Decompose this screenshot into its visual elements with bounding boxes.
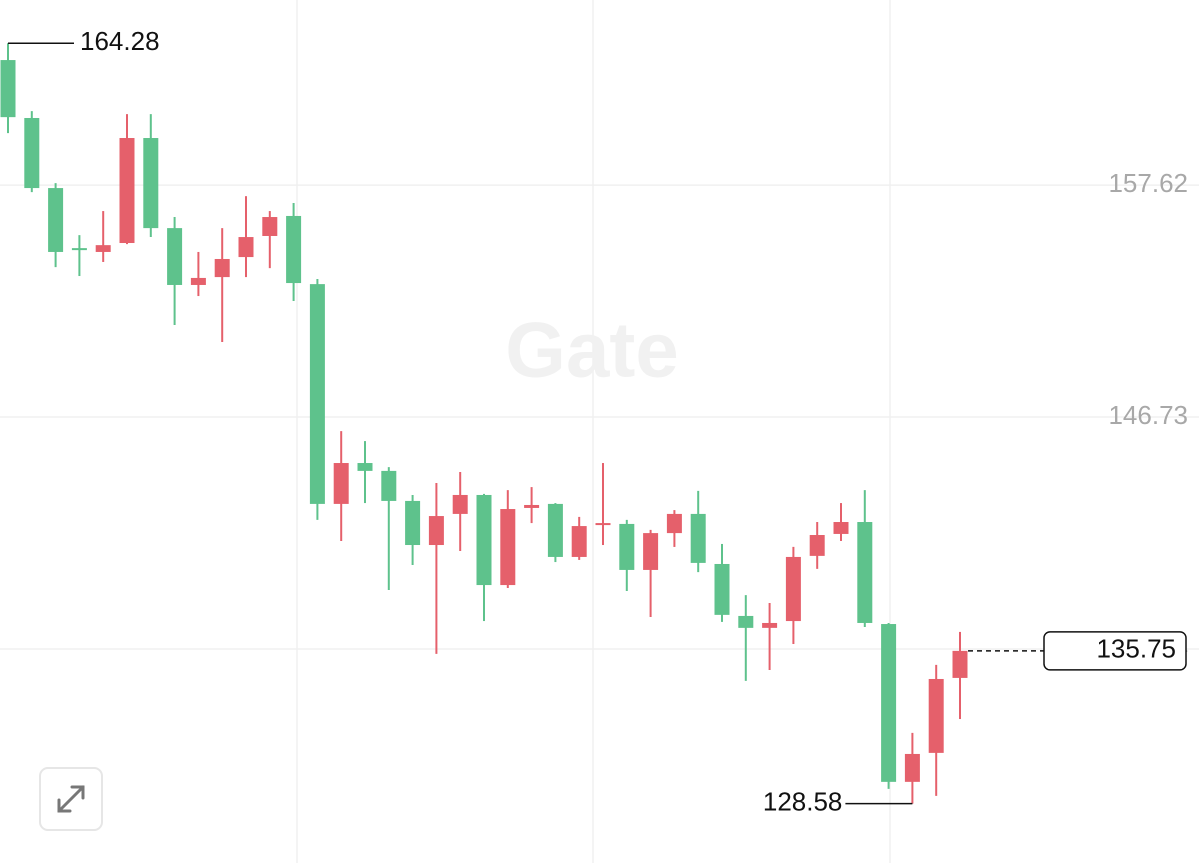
candle-body — [405, 500, 421, 546]
candle-body — [119, 138, 135, 244]
candle-body — [262, 217, 278, 236]
candle-body — [476, 494, 492, 586]
h-grid — [0, 184, 1199, 650]
candle-body — [857, 522, 873, 623]
candle-body — [690, 513, 706, 563]
candle-body — [738, 615, 754, 628]
last-price-label: 135.75 — [1096, 634, 1176, 664]
candle-body — [286, 215, 302, 284]
high-label: 164.28 — [80, 26, 160, 56]
candle-body — [809, 535, 825, 556]
candle-body — [619, 523, 635, 570]
candle-body — [214, 258, 230, 278]
candle-body — [95, 245, 111, 252]
candle-body — [833, 522, 849, 534]
candle-body — [190, 277, 206, 285]
candle-body — [571, 526, 587, 557]
time-grid — [296, 0, 891, 863]
candle-body — [381, 470, 397, 501]
y-tick-label: 157.62 — [1108, 168, 1188, 198]
candle-body — [524, 504, 540, 508]
candle-body — [762, 622, 778, 628]
candle-body — [0, 60, 16, 118]
expand-button[interactable] — [39, 767, 103, 831]
candle-body — [167, 228, 183, 285]
y-tick-label: 146.73 — [1108, 400, 1188, 430]
candle-body — [500, 509, 516, 586]
candle-body — [666, 513, 682, 534]
candles — [0, 43, 968, 804]
candle-body — [928, 678, 944, 753]
candle-body — [904, 753, 920, 782]
expand-icon — [57, 785, 85, 813]
candle-body — [714, 563, 730, 615]
candle-body — [333, 463, 349, 504]
candle-body — [881, 624, 897, 782]
candle-body — [48, 188, 64, 252]
candle-body — [428, 516, 444, 546]
candle-body — [452, 494, 468, 514]
low-label: 128.58 — [763, 786, 843, 816]
candle-body — [952, 650, 968, 678]
last-price-box — [1043, 631, 1187, 671]
watermark: Gate — [505, 306, 678, 394]
candle-body — [24, 117, 40, 189]
candle-body — [71, 248, 87, 251]
candle-body — [785, 556, 801, 622]
candle-body — [238, 237, 254, 258]
candle-body — [547, 503, 563, 557]
candle-body — [143, 138, 159, 229]
candle-body — [595, 523, 611, 526]
price-labels: 164.28 128.58 135.75 — [8, 26, 1187, 816]
candle-body — [357, 463, 373, 471]
candle-body — [643, 533, 659, 570]
candle-body — [309, 284, 325, 504]
